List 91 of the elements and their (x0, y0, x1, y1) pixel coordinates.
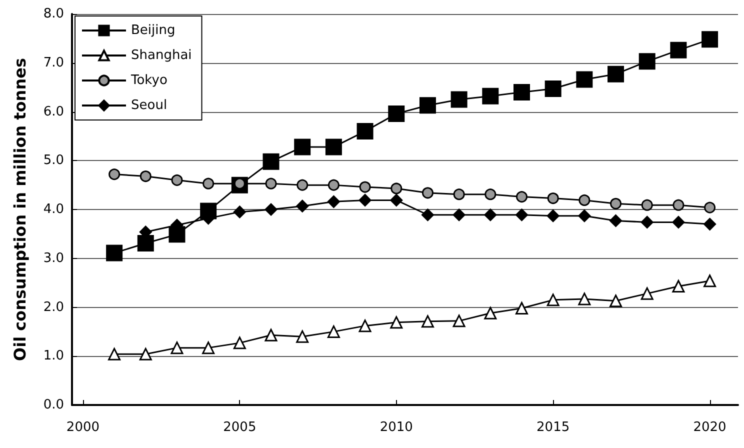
point (704, 218, 716, 230)
point (327, 195, 340, 208)
point (264, 203, 278, 216)
point (610, 214, 622, 227)
y-axis-title: Oil consumption in million tonnes (10, 58, 30, 361)
x-tick-label: 2000 (66, 420, 100, 435)
legend-label: Beijing (131, 23, 176, 38)
point (358, 194, 372, 206)
point (576, 71, 593, 88)
y-tick-label: 1.0 (43, 348, 64, 364)
point (484, 208, 497, 222)
x-tick-label: 2010 (380, 420, 413, 435)
point (137, 234, 154, 252)
y-tick-label: 7.0 (43, 55, 64, 70)
point (264, 328, 278, 342)
point (262, 153, 280, 170)
point (328, 179, 340, 191)
point (108, 348, 121, 360)
y-tick-label: 2.0 (43, 300, 64, 315)
point (327, 325, 340, 338)
point (482, 88, 499, 104)
point (702, 31, 718, 48)
point (672, 280, 685, 292)
point (390, 182, 402, 194)
point (296, 330, 309, 343)
point (359, 181, 371, 193)
point (421, 208, 434, 222)
point (452, 208, 466, 222)
point (233, 336, 246, 350)
point (422, 187, 434, 199)
point (672, 199, 684, 211)
point (640, 287, 654, 300)
point (233, 206, 246, 218)
point (171, 174, 183, 186)
point (608, 66, 624, 82)
x-tick-label: 2015 (536, 420, 570, 435)
point (202, 342, 215, 354)
point (516, 191, 528, 203)
point (108, 168, 120, 180)
point (421, 315, 434, 328)
x-tick-label: 2005 (223, 420, 256, 435)
y-tick-label: 8.0 (43, 6, 64, 22)
point (670, 42, 687, 58)
point (515, 302, 528, 314)
point (578, 292, 591, 306)
point (390, 194, 403, 206)
point (388, 105, 405, 122)
point (484, 306, 497, 320)
point (546, 294, 560, 306)
point (610, 294, 622, 308)
point (578, 194, 590, 206)
y-tick-label: 6.0 (43, 104, 64, 120)
x-tick-label: 2020 (693, 420, 726, 435)
point (578, 210, 591, 222)
point (294, 138, 311, 156)
y-tick-label: 5.0 (43, 153, 64, 168)
point (515, 208, 528, 222)
point (358, 320, 372, 332)
point (390, 316, 403, 329)
point (106, 244, 123, 262)
point (546, 210, 560, 222)
point (484, 188, 496, 200)
point (547, 192, 559, 204)
point (140, 170, 152, 182)
y-tick-label: 0.0 (43, 398, 64, 412)
point (704, 202, 716, 214)
point (139, 348, 152, 360)
point (170, 342, 184, 354)
point (641, 199, 653, 211)
legend-label: Tokyo (130, 73, 168, 88)
point (704, 274, 716, 288)
legend-label: Seoul (131, 98, 168, 113)
point (672, 216, 685, 228)
point (513, 84, 530, 100)
y-tick-label: 3.0 (43, 250, 64, 266)
y-tick-label: 4.0 (43, 202, 64, 217)
point (544, 80, 562, 98)
point (638, 53, 656, 70)
point (296, 179, 308, 191)
point (450, 91, 468, 108)
point (296, 200, 309, 212)
legend-label: Shanghai (131, 48, 192, 63)
point (356, 123, 374, 140)
point (640, 216, 654, 228)
point (452, 314, 466, 328)
point (325, 138, 342, 156)
point (202, 178, 214, 190)
point (265, 178, 277, 190)
point (419, 97, 436, 114)
point (610, 198, 622, 210)
point (453, 188, 465, 200)
